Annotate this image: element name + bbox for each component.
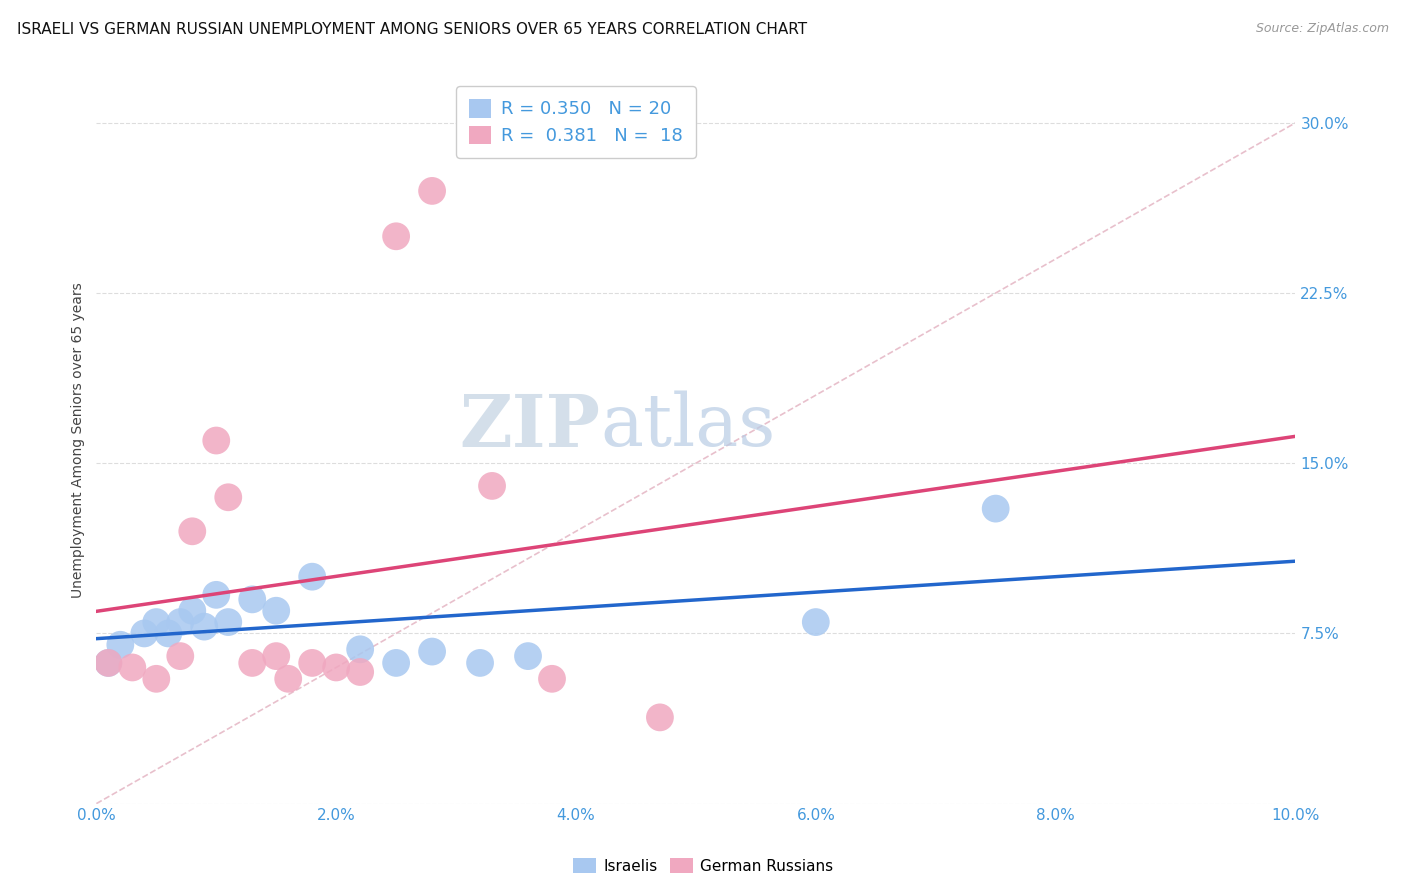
Point xyxy=(420,644,443,658)
Point xyxy=(349,642,371,657)
Text: ZIP: ZIP xyxy=(460,391,600,461)
Point xyxy=(97,656,120,670)
Point xyxy=(301,656,323,670)
Point xyxy=(277,672,299,686)
Point xyxy=(217,615,239,629)
Point xyxy=(517,649,540,664)
Point xyxy=(325,660,347,674)
Point xyxy=(181,524,204,539)
Point xyxy=(97,656,120,670)
Point xyxy=(181,604,204,618)
Point xyxy=(217,490,239,504)
Point xyxy=(134,626,156,640)
Point xyxy=(145,615,167,629)
Point xyxy=(804,615,827,629)
Point xyxy=(157,626,180,640)
Legend: R = 0.350   N = 20, R =  0.381   N =  18: R = 0.350 N = 20, R = 0.381 N = 18 xyxy=(456,87,696,158)
Point xyxy=(205,588,228,602)
Legend: Israelis, German Russians: Israelis, German Russians xyxy=(567,852,839,880)
Point xyxy=(385,229,408,244)
Point xyxy=(264,604,287,618)
Point xyxy=(385,656,408,670)
Point xyxy=(193,619,215,633)
Point xyxy=(110,638,132,652)
Text: atlas: atlas xyxy=(600,391,775,461)
Point xyxy=(145,672,167,686)
Point xyxy=(301,570,323,584)
Point xyxy=(121,660,143,674)
Point xyxy=(240,656,263,670)
Point xyxy=(984,501,1007,516)
Point xyxy=(481,479,503,493)
Point xyxy=(169,649,191,664)
Point xyxy=(468,656,491,670)
Point xyxy=(349,665,371,679)
Point xyxy=(205,434,228,448)
Point xyxy=(240,592,263,607)
Point xyxy=(648,710,671,724)
Text: Source: ZipAtlas.com: Source: ZipAtlas.com xyxy=(1256,22,1389,36)
Y-axis label: Unemployment Among Seniors over 65 years: Unemployment Among Seniors over 65 years xyxy=(72,283,86,599)
Point xyxy=(264,649,287,664)
Point xyxy=(420,184,443,198)
Point xyxy=(169,615,191,629)
Text: ISRAELI VS GERMAN RUSSIAN UNEMPLOYMENT AMONG SENIORS OVER 65 YEARS CORRELATION C: ISRAELI VS GERMAN RUSSIAN UNEMPLOYMENT A… xyxy=(17,22,807,37)
Point xyxy=(541,672,564,686)
